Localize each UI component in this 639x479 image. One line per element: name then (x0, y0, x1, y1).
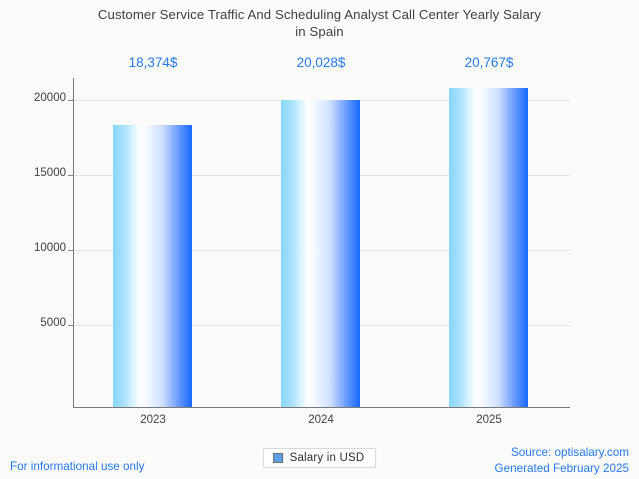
footnote-disclaimer: For informational use only (10, 460, 145, 473)
xtick-label-2024: 2024 (308, 414, 334, 426)
ytick-mark-10000 (68, 250, 73, 251)
chart-title-line-2: in Spain (295, 24, 344, 39)
x-axis-line (73, 407, 570, 408)
xtick-label-2023: 2023 (140, 414, 166, 426)
ytick-label-20000-text: 20000 (34, 92, 66, 104)
legend-label-salary-in-usd: Salary in USD (289, 452, 365, 464)
data-label-2024: 20,028$ (296, 55, 346, 70)
chart-title: Customer Service Traffic And Scheduling … (0, 6, 639, 40)
y-axis-line (73, 78, 74, 408)
bar-2025[interactable] (449, 88, 528, 407)
chart-legend[interactable]: Salary in USD (262, 448, 377, 468)
data-label-2023: 18,374$ (128, 55, 178, 70)
ytick-mark-20000 (68, 100, 73, 101)
bar-2023[interactable] (113, 125, 192, 407)
ytick-label-5000-text: 5000 (40, 317, 66, 329)
bar-2025-fill (449, 88, 528, 407)
bar-2024[interactable] (281, 100, 360, 407)
data-label-2025: 20,767$ (464, 55, 514, 70)
footnote-source-block: Source: optisalary.com Generated Februar… (495, 445, 630, 476)
chart-title-line-1: Customer Service Traffic And Scheduling … (97, 7, 542, 22)
ytick-mark-15000 (68, 175, 73, 176)
footnote-generated: Generated February 2025 (494, 461, 630, 475)
bar-2023-fill (113, 125, 192, 407)
legend-swatch-icon (272, 453, 283, 463)
bar-2024-fill (281, 100, 360, 407)
ytick-label-10000-text: 10000 (34, 242, 66, 254)
ytick-label-15000-text: 15000 (34, 167, 66, 179)
footnote-source: Source: optisalary.com (510, 446, 629, 459)
ytick-mark-5000 (68, 325, 73, 326)
xtick-label-2025: 2025 (476, 414, 502, 426)
